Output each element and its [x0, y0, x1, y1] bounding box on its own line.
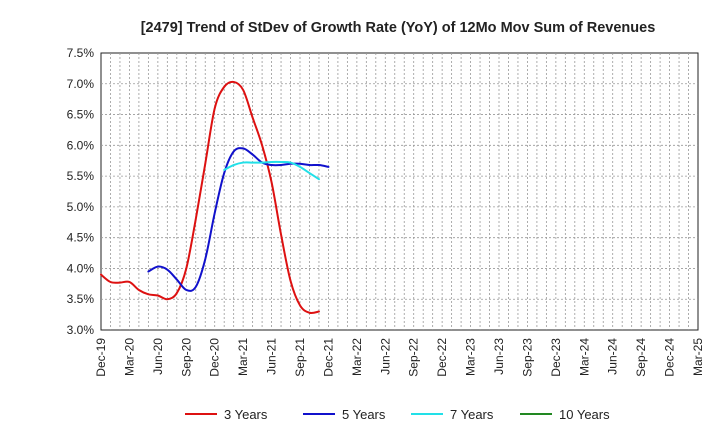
- chart-title: [2479] Trend of StDev of Growth Rate (Yo…: [141, 20, 656, 36]
- plot-area: [100, 52, 699, 331]
- x-tick-label: Mar-22: [350, 338, 364, 376]
- x-tick-label: Jun-24: [606, 338, 620, 375]
- x-tick-label: Mar-21: [236, 338, 250, 376]
- y-axis-ticks: 3.0% 3.5% 4.0% 4.5% 5.0% 5.5% 6.0% 6.5% 7.0% 7.5%: [67, 46, 95, 337]
- x-tick-label: Jun-21: [265, 338, 279, 375]
- y-tick-label: 7.5%: [67, 46, 95, 60]
- x-tick-label: Dec-19: [94, 338, 108, 377]
- y-tick-label: 5.0%: [67, 200, 95, 214]
- legend-label: 10 Years: [559, 407, 610, 422]
- y-tick-label: 3.5%: [67, 292, 95, 306]
- x-tick-label: Jun-23: [492, 338, 506, 375]
- x-tick-label: Sep-24: [634, 338, 648, 377]
- series-line-5-years: [147, 147, 330, 292]
- x-tick-label: Jun-22: [378, 338, 392, 375]
- series-line-7-years: [223, 160, 320, 181]
- plot-frame: [100, 52, 699, 331]
- y-tick-label: 4.0%: [67, 261, 95, 275]
- x-tick-label: Sep-20: [179, 338, 193, 377]
- x-tick-label: Sep-21: [293, 338, 307, 377]
- y-tick-label: 7.0%: [67, 77, 95, 91]
- x-tick-label: Dec-23: [549, 338, 563, 377]
- x-tick-label: Jun-20: [151, 338, 165, 375]
- legend-label: 5 Years: [342, 407, 386, 422]
- y-tick-label: 6.5%: [67, 108, 95, 122]
- x-tick-label: Mar-20: [122, 338, 136, 376]
- y-tick-label: 4.5%: [67, 231, 95, 245]
- y-tick-label: 3.0%: [67, 323, 95, 337]
- x-tick-label: Mar-24: [577, 338, 591, 376]
- x-tick-label: Mar-25: [691, 338, 705, 376]
- grid-lines: [101, 53, 698, 330]
- x-axis-ticks: Dec-19 Mar-20 Jun-20 Sep-20 Dec-20 Mar-21 Jun-…: [94, 338, 705, 377]
- x-tick-label: Sep-22: [407, 338, 421, 377]
- y-tick-label: 6.0%: [67, 138, 95, 152]
- series-line-3-years: [100, 80, 320, 315]
- legend-label: 3 Years: [224, 407, 268, 422]
- x-tick-label: Sep-23: [520, 338, 534, 377]
- x-tick-label: Dec-20: [208, 338, 222, 377]
- legend-label: 7 Years: [450, 407, 494, 422]
- y-tick-label: 5.5%: [67, 169, 95, 183]
- series-lines: [100, 80, 330, 315]
- x-tick-label: Dec-22: [435, 338, 449, 377]
- x-tick-label: Mar-23: [464, 338, 478, 376]
- x-tick-label: Dec-21: [321, 338, 335, 377]
- legend: 3 Years 5 Years 7 Years 10 Years: [185, 407, 610, 422]
- x-tick-label: Dec-24: [663, 338, 677, 377]
